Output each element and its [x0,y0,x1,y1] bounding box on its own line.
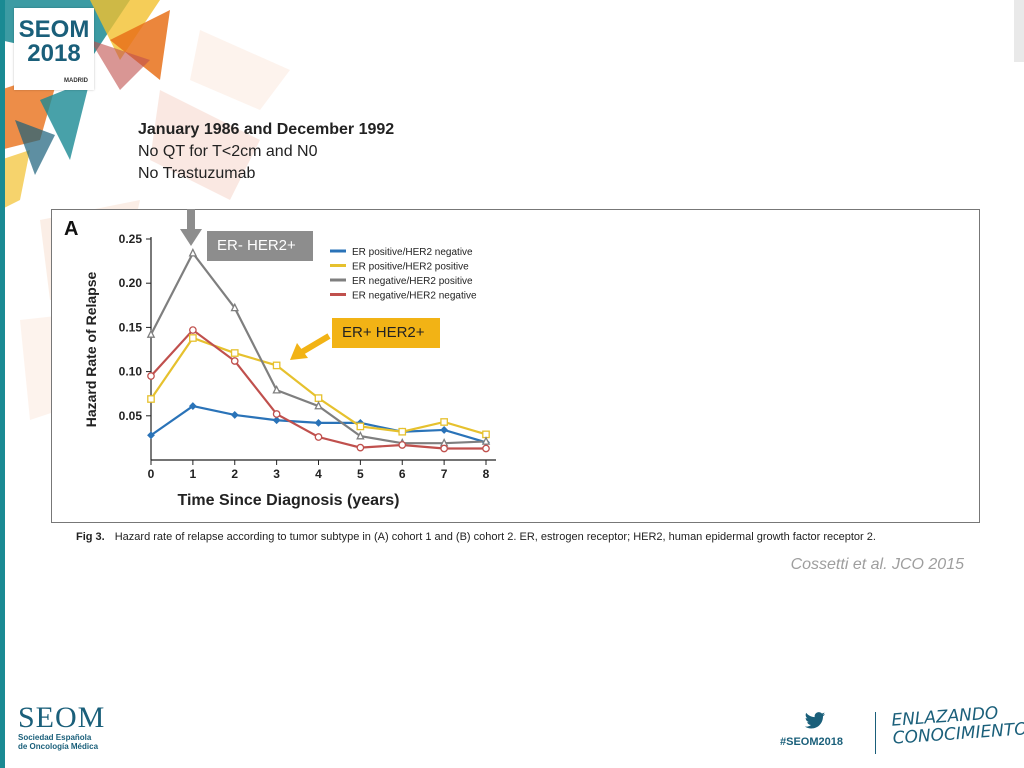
series-3-point [230,302,240,312]
series-2-point [230,349,239,357]
x-tick-label: 7 [441,467,448,481]
chart-legend: ER positive/HER2 negative ER positive/HER… [330,247,477,302]
series-4-point [440,444,448,453]
series-1-point [314,418,323,427]
series-4-point [356,443,365,452]
footer-subtitle-1: Sociedad Española [18,733,92,742]
footer-subtitle-2: de Oncología Médica [18,742,99,751]
series-4-point [147,372,155,380]
figure-panel: A 0.05 0.10 0.15 0.20 0.25 0 1 2 3 4 5 6 7 8 ER posit… [51,209,980,523]
x-tick-label: 6 [399,467,406,481]
x-tick-label: 8 [483,467,490,481]
series-1-point [272,416,281,425]
x-tick-label: 0 [148,467,155,481]
legend-label: ER negative/HER2 negative [352,291,477,302]
hazard-rate-chart: 0.05 0.10 0.15 0.20 0.25 0 1 2 3 4 5 6 7 8 ER positiv… [83,232,496,509]
chart-series-markers [146,247,491,453]
series-4-point [189,326,197,334]
grey-down-arrow [180,209,202,246]
series-3-point [481,436,491,445]
slogan: ENLAZANDO CONOCIMIENTO [891,702,1024,748]
left-accent-bar [0,0,5,768]
series-3-point [356,430,365,440]
footer-seom-logo: SEOM Sociedad Española de Oncología Médi… [18,701,106,752]
series-3-point [272,385,281,394]
logo-year: 2018 [27,40,81,67]
legend-label: ER positive/HER2 negative [352,247,473,258]
callout-er-pos-her2-pos: ER+ HER2+ [332,318,440,348]
series-1-point [230,411,239,419]
x-tick-label: 2 [231,467,238,481]
series-4-point [482,444,490,453]
series-2-point [440,418,448,426]
series-1-point [188,402,197,410]
legend-label: ER negative/HER2 positive [352,276,473,287]
footer-org: SEOM [18,701,106,734]
x-tick-label: 1 [190,467,197,481]
x-tick-label: 5 [357,467,364,481]
series-2-point [356,422,365,431]
series-3-point [146,329,156,338]
series-1-point [147,431,155,440]
y-tick-label: 0.20 [119,276,143,290]
chart-axes: 0.05 0.10 0.15 0.20 0.25 0 1 2 3 4 5 6 7 8 [119,232,496,481]
x-tick-label: 4 [315,467,322,481]
series-4-point [398,441,407,449]
x-axis-label: Time Since Diagnosis (years) [177,492,399,509]
logo-title: SEOM [18,16,90,43]
yellow-diagonal-arrow [290,333,331,360]
top-right-tab [1014,0,1024,62]
y-tick-label: 0.10 [119,365,143,379]
notes-line-trastuzumab: No Trastuzumab [138,165,256,182]
x-tick-label: 3 [273,467,280,481]
series-3-point [314,400,323,410]
y-tick-label: 0.15 [119,320,143,334]
figure-caption: Fig 3. Hazard rate of relapse according t… [76,531,996,543]
y-axis-label: Hazard Rate of Relapse [83,271,99,427]
notes-line-qt: No QT for T<2cm and N0 [138,143,318,160]
legend-label: ER positive/HER2 positive [352,262,469,273]
series-4-point [272,410,281,418]
series-2-point [398,427,407,436]
series-2-point [272,361,281,370]
footer-divider [875,712,876,754]
twitter-icon [804,712,826,729]
series-4-point [230,357,239,365]
panel-letter: A [64,218,79,240]
series-1-point [440,426,449,434]
y-tick-label: 0.05 [119,409,143,423]
series-3-point [188,247,198,257]
study-notes: January 1986 and December 1992 No QT for… [138,119,498,185]
seom-2018-logo: SEOM 2018 MADRID [14,8,94,90]
caption-label: Fig 3. [76,531,105,543]
series-2-point [189,334,197,342]
callout-er-neg-her2-pos: ER- HER2+ [207,231,313,261]
citation: Cossetti et al. JCO 2015 [790,556,964,573]
caption-text: Hazard rate of relapse according to tumo… [114,531,876,543]
notes-line-dates: January 1986 and December 1992 [138,121,395,138]
logo-city: MADRID [64,78,88,84]
series-2-point [147,395,155,403]
y-tick-label: 0.25 [119,232,143,246]
hashtag: #SEOM2018 [780,736,843,748]
series-4-point [314,433,323,441]
